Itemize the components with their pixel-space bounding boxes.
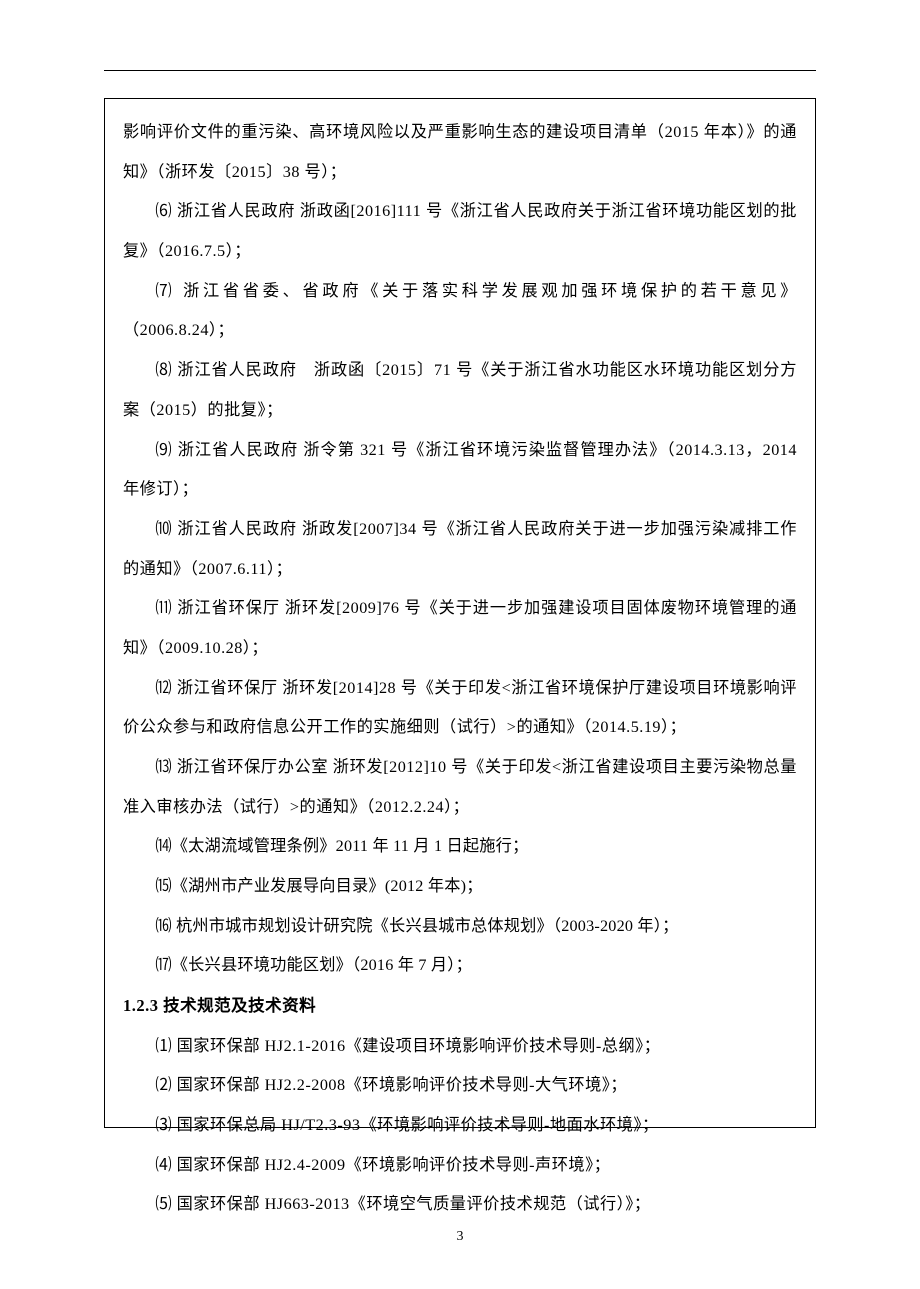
tech-item-4: ⑷ 国家环保部 HJ2.4-2009《环境影响评价技术导则-声环境》；: [123, 1146, 797, 1186]
page: 影响评价文件的重污染、高环境风险以及严重影响生态的建设项目清单（2015 年本）…: [0, 0, 920, 1289]
paragraph-item-17: ⒄《长兴县环境功能区划》（2016 年 7 月）；: [123, 946, 797, 986]
paragraph-item-6: ⑹ 浙江省人民政府 浙政函[2016]111 号《浙江省人民政府关于浙江省环境功…: [123, 192, 797, 271]
content-box: 影响评价文件的重污染、高环境风险以及严重影响生态的建设项目清单（2015 年本）…: [104, 98, 816, 1128]
paragraph-item-11: ⑾ 浙江省环保厅 浙环发[2009]76 号《关于进一步加强建设项目固体废物环境…: [123, 589, 797, 668]
paragraph-item-12: ⑿ 浙江省环保厅 浙环发[2014]28 号《关于印发<浙江省环境保护厅建设项目…: [123, 669, 797, 748]
paragraph-item-10: ⑽ 浙江省人民政府 浙政发[2007]34 号《浙江省人民政府关于进一步加强污染…: [123, 510, 797, 589]
paragraph-item-8: ⑻ 浙江省人民政府 浙政函〔2015〕71 号《关于浙江省水功能区水环境功能区划…: [123, 351, 797, 430]
paragraph-item-13: ⒀ 浙江省环保厅办公室 浙环发[2012]10 号《关于印发<浙江省建设项目主要…: [123, 748, 797, 827]
header-rule: [104, 70, 816, 71]
paragraph-item-9: ⑼ 浙江省人民政府 浙令第 321 号《浙江省环境污染监督管理办法》（2014.…: [123, 431, 797, 510]
tech-item-3: ⑶ 国家环保总局 HJ/T2.3-93《环境影响评价技术导则-地面水环境》；: [123, 1106, 797, 1146]
paragraph-continuation: 影响评价文件的重污染、高环境风险以及严重影响生态的建设项目清单（2015 年本）…: [123, 113, 797, 192]
paragraph-item-15: ⒂《湖州市产业发展导向目录》(2012 年本)；: [123, 867, 797, 907]
paragraph-item-14: ⒁《太湖流域管理条例》2011 年 11 月 1 日起施行；: [123, 827, 797, 867]
tech-item-1: ⑴ 国家环保部 HJ2.1-2016《建设项目环境影响评价技术导则-总纲》；: [123, 1027, 797, 1067]
tech-item-2: ⑵ 国家环保部 HJ2.2-2008《环境影响评价技术导则-大气环境》；: [123, 1066, 797, 1106]
paragraph-item-7: ⑺ 浙江省省委、省政府《关于落实科学发展观加强环境保护的若干意见》（2006.8…: [123, 272, 797, 351]
tech-item-5: ⑸ 国家环保部 HJ663-2013《环境空气质量评价技术规范（试行）》；: [123, 1185, 797, 1225]
paragraph-item-16: ⒃ 杭州市城市规划设计研究院《长兴县城市总体规划》（2003-2020 年）；: [123, 907, 797, 947]
page-number: 3: [0, 1229, 920, 1245]
section-heading-1-2-3: 1.2.3 技术规范及技术资料: [123, 986, 797, 1026]
